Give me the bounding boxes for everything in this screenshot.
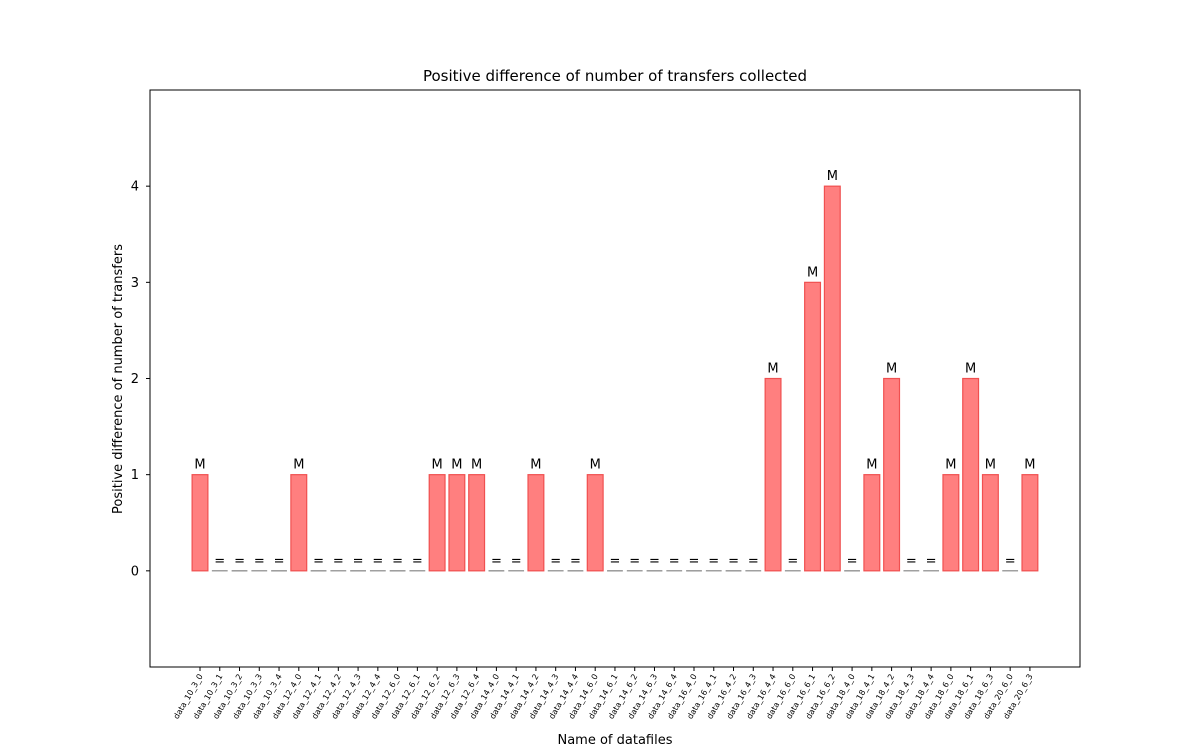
bar-marker-label: M xyxy=(827,169,838,184)
bar xyxy=(448,474,466,572)
bar xyxy=(804,281,822,572)
bar-marker-label: M xyxy=(471,458,482,473)
bar-marker-label: M xyxy=(886,362,897,377)
bar-marker-label: M xyxy=(807,265,818,280)
bar-marker-label: = xyxy=(708,554,719,569)
y-axis-label: Positive difference of number of transfe… xyxy=(111,244,126,514)
bar xyxy=(527,474,545,572)
bar-marker-label: = xyxy=(669,554,680,569)
bar-marker-label: M xyxy=(866,458,877,473)
bar xyxy=(863,474,881,572)
chart-title: Positive difference of number of transfe… xyxy=(423,67,807,85)
bar xyxy=(981,474,999,572)
bar-marker-label: = xyxy=(847,554,858,569)
bar-marker-label: M xyxy=(945,458,956,473)
plot-frame xyxy=(149,89,1081,668)
bar-marker-label: = xyxy=(787,554,798,569)
bar-marker-label: M xyxy=(1024,458,1035,473)
y-tick-label: 1 xyxy=(131,468,139,483)
bar-marker-label: = xyxy=(629,554,640,569)
bar-marker-label: = xyxy=(689,554,700,569)
bar-marker-label: = xyxy=(550,554,561,569)
bar xyxy=(823,185,841,572)
y-tick-label: 0 xyxy=(131,564,139,579)
bar xyxy=(468,474,486,572)
bar xyxy=(942,474,960,572)
bar xyxy=(883,377,901,572)
bar-marker-label: = xyxy=(610,554,621,569)
bar-marker-label: M xyxy=(451,458,462,473)
bar-marker-label: = xyxy=(570,554,581,569)
bar xyxy=(962,377,980,572)
x-axis-label: Name of datafiles xyxy=(557,733,672,748)
bar-marker-label: = xyxy=(313,554,324,569)
bar-marker-label: M xyxy=(767,362,778,377)
bar xyxy=(428,474,446,572)
y-tick-label: 3 xyxy=(131,276,139,291)
bar-marker-label: M xyxy=(590,458,601,473)
bar-marker-label: = xyxy=(333,554,344,569)
bar-marker-label: = xyxy=(372,554,383,569)
y-tick-label: 4 xyxy=(131,180,139,195)
bar-marker-label: = xyxy=(392,554,403,569)
bar-marker-label: M xyxy=(530,458,541,473)
y-tick-label: 2 xyxy=(131,372,139,387)
bar-marker-label: M xyxy=(985,458,996,473)
bar-marker-label: = xyxy=(748,554,759,569)
bar xyxy=(191,474,209,572)
plot-area: 01234Mdata_10_3_0=data_10_3_1=data_10_3_… xyxy=(131,169,1039,721)
bar-marker-label: = xyxy=(412,554,423,569)
bar xyxy=(586,474,604,572)
bar-marker-label: = xyxy=(214,554,225,569)
bar-marker-label: = xyxy=(649,554,660,569)
bar xyxy=(764,377,782,572)
bar-marker-label: = xyxy=(906,554,917,569)
bar-marker-label: M xyxy=(432,458,443,473)
bar-marker-label: = xyxy=(274,554,285,569)
bar-marker-label: = xyxy=(491,554,502,569)
bar-marker-label: M xyxy=(965,362,976,377)
bar-marker-label: M xyxy=(293,458,304,473)
bar-marker-label: M xyxy=(194,458,205,473)
bar xyxy=(290,474,308,572)
bar-marker-label: = xyxy=(254,554,265,569)
bar-marker-label: = xyxy=(511,554,522,569)
bar-marker-label: = xyxy=(926,554,937,569)
bar xyxy=(1021,474,1039,572)
bar-marker-label: = xyxy=(353,554,364,569)
bar-marker-label: = xyxy=(234,554,245,569)
bar-marker-label: = xyxy=(1005,554,1016,569)
bar-marker-label: = xyxy=(728,554,739,569)
